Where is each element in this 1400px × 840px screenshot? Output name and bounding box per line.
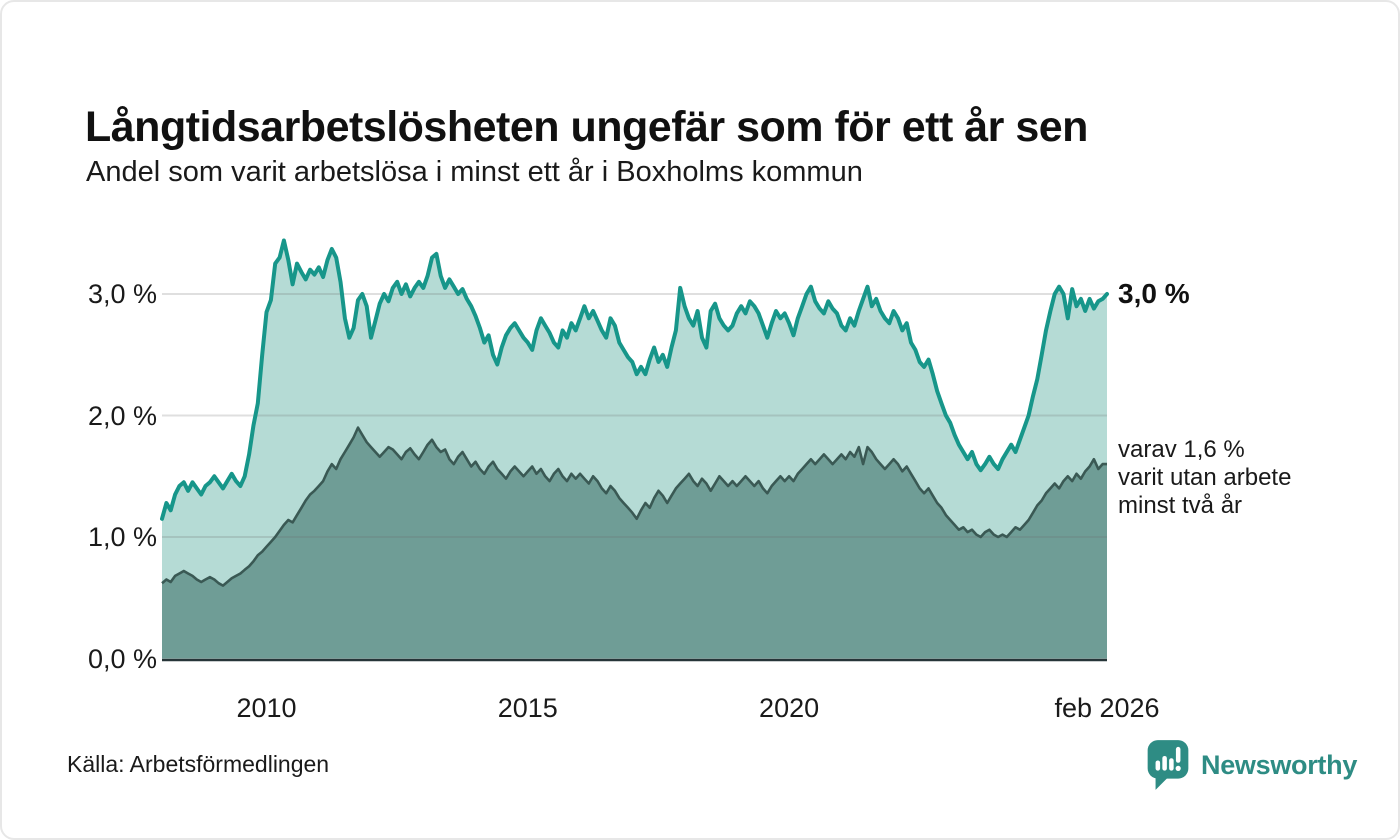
line-1yr bbox=[160, 238, 1109, 521]
source-note: Källa: Arbetsförmedlingen bbox=[67, 751, 330, 777]
y-axis-label: 0,0 % bbox=[87, 643, 157, 674]
area-2yr bbox=[162, 427, 1107, 659]
y-axis-label: 1,0 % bbox=[87, 522, 157, 552]
x-axis-label: 2010 bbox=[236, 693, 297, 723]
line-2yr bbox=[161, 426, 1107, 587]
latest-value-label: 3,0 % bbox=[1118, 278, 1190, 309]
page-title: Långtidsarbetslösheten ungefär som för e… bbox=[85, 102, 1088, 151]
y-axis-label: 3,0 % bbox=[87, 279, 157, 309]
brand-name: Newsworthy bbox=[1201, 749, 1358, 780]
y-axis-label: 2,0 % bbox=[87, 400, 157, 431]
brand-logo: Newsworthy bbox=[1145, 739, 1357, 791]
x-axis-label: 2020 bbox=[759, 693, 820, 723]
speech-bubble-bar-chart-icon bbox=[1147, 740, 1189, 790]
x-axis-label: 2015 bbox=[497, 693, 558, 723]
page-subtitle: Andel som varit arbetslösa i minst ett å… bbox=[86, 156, 863, 188]
x-axis-label: feb 2026 bbox=[1054, 693, 1160, 723]
series2-annotation: varav 1,6 % varit utan arbete minst två … bbox=[1118, 436, 1292, 520]
